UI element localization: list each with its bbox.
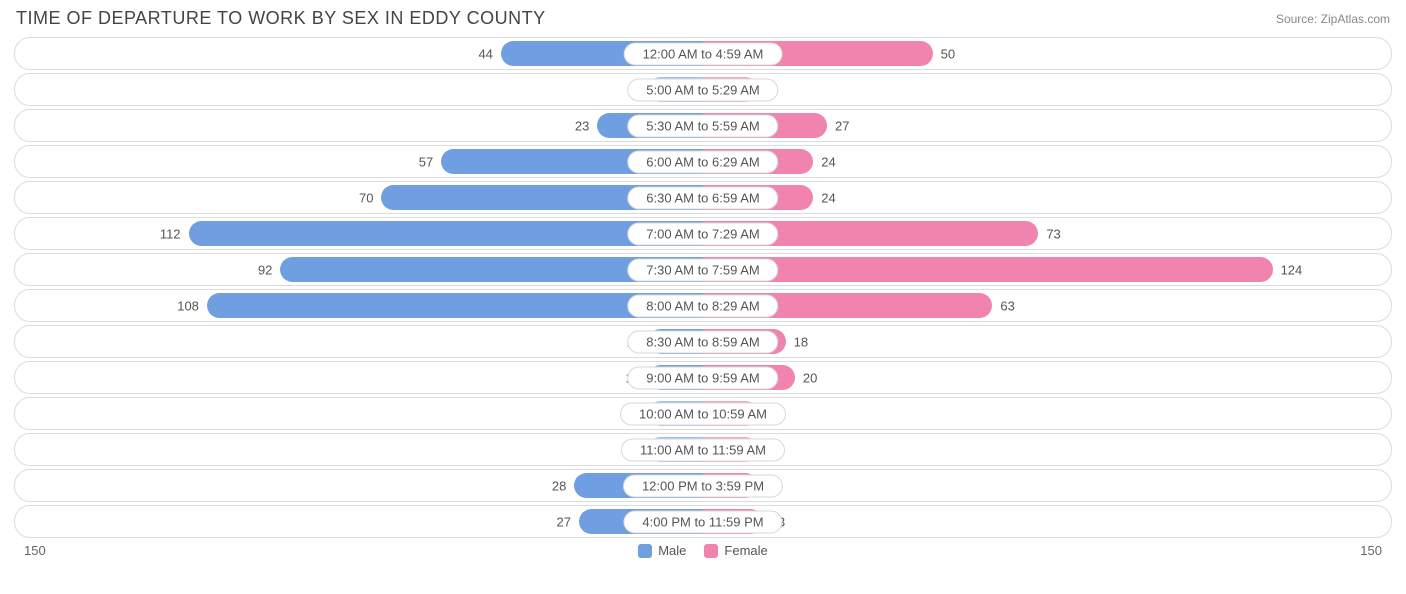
category-label: 9:00 AM to 9:59 AM [627, 366, 778, 389]
value-female: 50 [941, 46, 955, 61]
value-female: 124 [1281, 262, 1303, 277]
chart-row: 0211:00 AM to 11:59 AM [14, 433, 1392, 466]
chart-row: 23 27 5:30 AM to 5:59 AM [14, 109, 1392, 142]
chart-row: 28612:00 PM to 3:59 PM [14, 469, 1392, 502]
value-female: 18 [794, 334, 808, 349]
legend-swatch-male [638, 544, 652, 558]
chart-row: 44 50 12:00 AM to 4:59 AM [14, 37, 1392, 70]
chart-row: 005:00 AM to 5:29 AM [14, 73, 1392, 106]
value-male: 23 [575, 118, 589, 133]
category-label: 4:00 PM to 11:59 PM [623, 510, 782, 533]
chart-row: 11188:30 AM to 8:59 AM [14, 325, 1392, 358]
legend: Male Female [638, 543, 768, 558]
value-female: 24 [821, 154, 835, 169]
category-label: 7:00 AM to 7:29 AM [627, 222, 778, 245]
category-label: 10:00 AM to 10:59 AM [620, 402, 786, 425]
category-label: 6:30 AM to 6:59 AM [627, 186, 778, 209]
value-female: 73 [1046, 226, 1060, 241]
category-label: 6:00 AM to 6:29 AM [627, 150, 778, 173]
chart-title: TIME OF DEPARTURE TO WORK BY SEX IN EDDY… [16, 8, 546, 29]
source-attribution: Source: ZipAtlas.com [1276, 12, 1390, 26]
category-label: 7:30 AM to 7:59 AM [627, 258, 778, 281]
value-female: 63 [1000, 298, 1014, 313]
chart-row: 112 73 7:00 AM to 7:29 AM [14, 217, 1392, 250]
chart-footer: 150 Male Female 150 [0, 541, 1406, 558]
value-male: 57 [419, 154, 433, 169]
category-label: 5:00 AM to 5:29 AM [627, 78, 778, 101]
value-male: 112 [160, 226, 181, 241]
value-male: 108 [177, 298, 199, 313]
legend-label-female: Female [724, 543, 767, 558]
value-male: 28 [552, 478, 566, 493]
chart-row: 10209:00 AM to 9:59 AM [14, 361, 1392, 394]
category-label: 12:00 AM to 4:59 AM [624, 42, 783, 65]
category-label: 5:30 AM to 5:59 AM [627, 114, 778, 137]
category-label: 8:30 AM to 8:59 AM [627, 330, 778, 353]
axis-max-left: 150 [24, 543, 46, 558]
bar-male [189, 221, 703, 246]
chart-row: 3110:00 AM to 10:59 AM [14, 397, 1392, 430]
category-label: 8:00 AM to 8:29 AM [627, 294, 778, 317]
category-label: 11:00 AM to 11:59 AM [621, 438, 785, 461]
chart-row: 27134:00 PM to 11:59 PM [14, 505, 1392, 538]
value-male: 27 [557, 514, 571, 529]
chart-row: 57 24 6:00 AM to 6:29 AM [14, 145, 1392, 178]
value-female: 24 [821, 190, 835, 205]
chart-row: 70 24 6:30 AM to 6:59 AM [14, 181, 1392, 214]
legend-item-male: Male [638, 543, 686, 558]
legend-swatch-female [704, 544, 718, 558]
chart-header: TIME OF DEPARTURE TO WORK BY SEX IN EDDY… [0, 0, 1406, 33]
value-female: 27 [835, 118, 849, 133]
value-female: 20 [803, 370, 817, 385]
chart-row: 108 63 8:00 AM to 8:29 AM [14, 289, 1392, 322]
legend-label-male: Male [658, 543, 686, 558]
butterfly-chart: 44 50 12:00 AM to 4:59 AM 005:00 AM to 5:29… [0, 33, 1406, 538]
axis-max-right: 150 [1360, 543, 1382, 558]
value-male: 92 [258, 262, 272, 277]
legend-item-female: Female [704, 543, 767, 558]
value-male: 70 [359, 190, 373, 205]
chart-row: 92 124 7:30 AM to 7:59 AM [14, 253, 1392, 286]
value-male: 44 [478, 46, 492, 61]
category-label: 12:00 PM to 3:59 PM [623, 474, 783, 497]
bar-female [703, 257, 1273, 282]
